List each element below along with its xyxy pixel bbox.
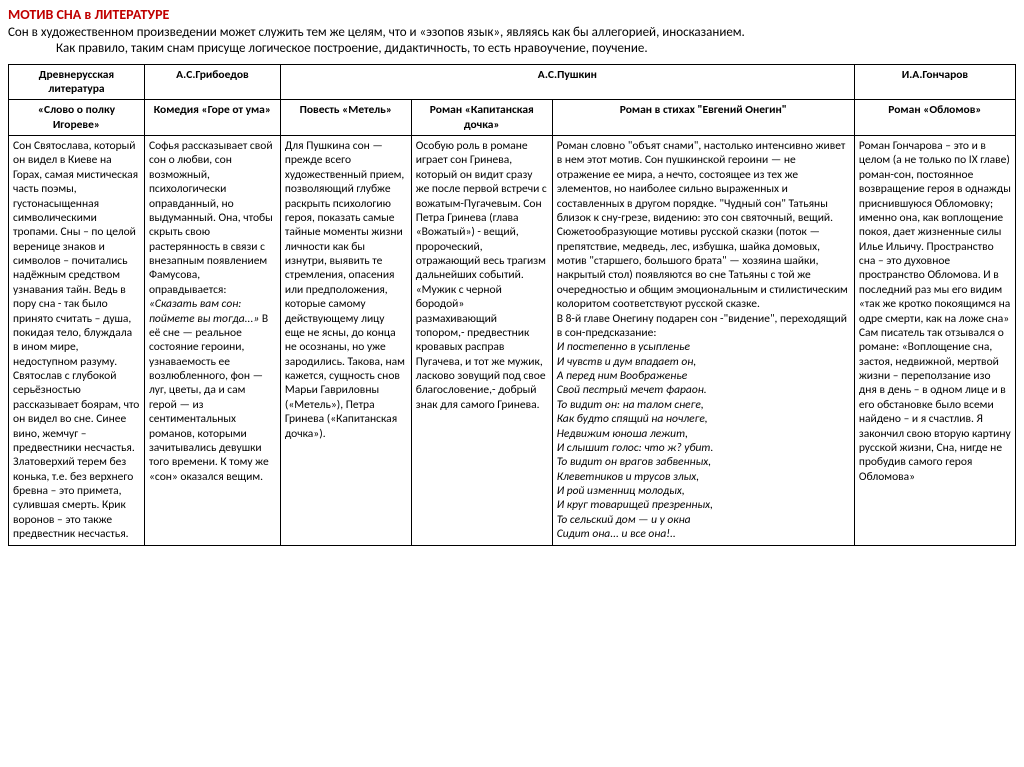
c2-part1: Софья рассказывает свой сон о любви, сон… bbox=[149, 139, 273, 297]
work-header: Повесть «Метель» bbox=[280, 100, 411, 136]
work-header: Комедия «Горе от ума» bbox=[144, 100, 280, 136]
intro-line-1: Сон в художественном произведении может … bbox=[8, 25, 745, 40]
content-cell-6: Роман Гончарова – это и в целом (а не то… bbox=[854, 136, 1015, 546]
intro-text: Сон в художественном произведении может … bbox=[8, 25, 1016, 58]
content-cell-2: Софья рассказывает свой сон о любви, сон… bbox=[144, 136, 280, 546]
work-row: «Слово о полку Игореве» Комедия «Горе от… bbox=[9, 100, 1016, 136]
c5-part1: Роман словно "объят снами", настолько ин… bbox=[557, 139, 848, 311]
c2-part2: В её сне — реальное состояние героини, у… bbox=[149, 312, 269, 484]
c2-italic: «Сказать вам сон: поймете вы тогда...» bbox=[149, 297, 259, 325]
work-header: Роман «Капитанская дочка» bbox=[411, 100, 552, 136]
author-header: Древнерусская литература bbox=[9, 64, 145, 100]
work-header: «Слово о полку Игореве» bbox=[9, 100, 145, 136]
content-cell-4: Особую роль в романе играет сон Гринева,… bbox=[411, 136, 552, 546]
content-row: Сон Святослава, который он видел в Киеве… bbox=[9, 136, 1016, 546]
work-header: Роман в стихах "Евгений Онегин" bbox=[552, 100, 854, 136]
content-cell-1: Сон Святослава, который он видел в Киеве… bbox=[9, 136, 145, 546]
page-title: МОТИВ СНА в ЛИТЕРАТУРЕ bbox=[8, 6, 1016, 23]
intro-line-2: Как правило, таким снам присуще логическ… bbox=[8, 41, 648, 56]
content-cell-3: Для Пушкина сон — прежде всего художеств… bbox=[280, 136, 411, 546]
content-cell-5: Роман словно "объят снами", настолько ин… bbox=[552, 136, 854, 546]
author-row: Древнерусская литература А.С.Грибоедов А… bbox=[9, 64, 1016, 100]
author-header: И.А.Гончаров bbox=[854, 64, 1015, 100]
literature-table: Древнерусская литература А.С.Грибоедов А… bbox=[8, 64, 1016, 546]
author-header: А.С.Пушкин bbox=[280, 64, 854, 100]
c5-italics: И постепенно в усыпленьеИ чувств и дум в… bbox=[557, 340, 714, 541]
author-header: А.С.Грибоедов bbox=[144, 64, 280, 100]
c5-part2: В 8-й главе Онегину подарен сон -"видени… bbox=[557, 312, 847, 340]
work-header: Роман «Обломов» bbox=[854, 100, 1015, 136]
